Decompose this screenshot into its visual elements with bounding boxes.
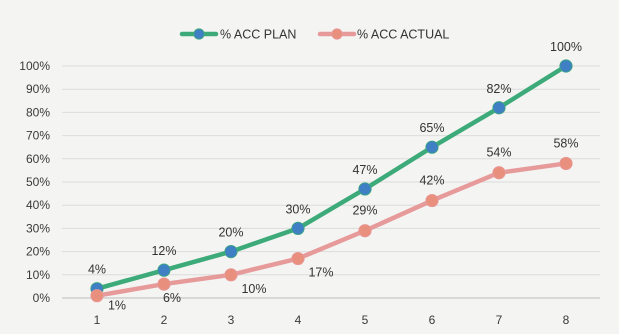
x-axis-ticks: 1 2 3 4 5 6 7 8 — [94, 313, 570, 327]
data-label: 65% — [419, 121, 444, 135]
data-point — [358, 224, 372, 238]
y-tick-label: 70% — [26, 129, 50, 143]
y-tick-label: 40% — [26, 198, 50, 212]
data-label: 6% — [163, 291, 181, 305]
data-point — [492, 166, 506, 180]
gridlines — [62, 65, 600, 299]
legend: % ACC PLAN % ACC ACTUAL — [179, 28, 449, 42]
data-point — [157, 277, 171, 291]
data-point — [425, 140, 439, 154]
data-label: 54% — [486, 146, 511, 160]
data-labels: 4% 12% 20% 30% 47% 65% 82% 100% 1% 6% 10% 17% 29% 42%… — [88, 40, 582, 313]
data-label: 29% — [352, 204, 377, 218]
y-tick-label: 10% — [26, 268, 50, 282]
data-label: 10% — [241, 282, 266, 296]
data-point — [90, 289, 104, 303]
data-label: 82% — [486, 82, 511, 96]
data-label: 1% — [108, 299, 126, 313]
x-tick-label: 2 — [161, 313, 168, 327]
x-tick-label: 7 — [496, 313, 503, 327]
series-line-0 — [94, 63, 569, 291]
data-label: 47% — [352, 163, 377, 177]
data-label: 100% — [550, 40, 582, 54]
legend-marker — [331, 28, 343, 40]
data-label: 4% — [88, 263, 106, 277]
data-point — [358, 182, 372, 196]
x-tick-label: 8 — [563, 313, 570, 327]
x-tick-label: 5 — [362, 313, 369, 327]
x-tick-label: 6 — [429, 313, 436, 327]
data-point — [224, 268, 238, 282]
data-point — [291, 221, 305, 235]
legend-label: % ACC PLAN — [220, 28, 296, 42]
series-line-1 — [94, 161, 569, 298]
data-point — [492, 101, 506, 115]
y-tick-label: 100% — [19, 59, 50, 73]
data-label: 17% — [308, 266, 333, 280]
x-tick-label: 3 — [228, 313, 235, 327]
data-point — [224, 245, 238, 259]
data-label: 42% — [419, 174, 444, 188]
data-point — [157, 263, 171, 277]
y-tick-label: 30% — [26, 221, 50, 235]
y-tick-label: 90% — [26, 82, 50, 96]
y-tick-label: 20% — [26, 245, 50, 259]
data-point — [559, 59, 573, 73]
legend-label: % ACC ACTUAL — [357, 28, 449, 42]
legend-marker — [193, 28, 205, 40]
data-point — [559, 156, 573, 171]
x-tick-label: 1 — [94, 313, 101, 327]
y-tick-label: 50% — [26, 175, 50, 189]
data-point — [291, 251, 305, 266]
x-tick-label: 4 — [295, 313, 302, 327]
data-label: 12% — [151, 244, 176, 258]
data-point — [425, 193, 439, 208]
series-group — [90, 59, 573, 303]
y-tick-label: 0% — [33, 291, 51, 305]
y-tick-label: 80% — [26, 105, 50, 119]
data-label: 20% — [218, 226, 243, 240]
y-axis-ticks: 0% 10% 20% 30% 40% 50% 60% 70% 80% 90% 100% — [19, 59, 50, 305]
data-label: 30% — [285, 202, 310, 216]
data-label: 58% — [553, 136, 578, 150]
y-tick-label: 60% — [26, 152, 50, 166]
